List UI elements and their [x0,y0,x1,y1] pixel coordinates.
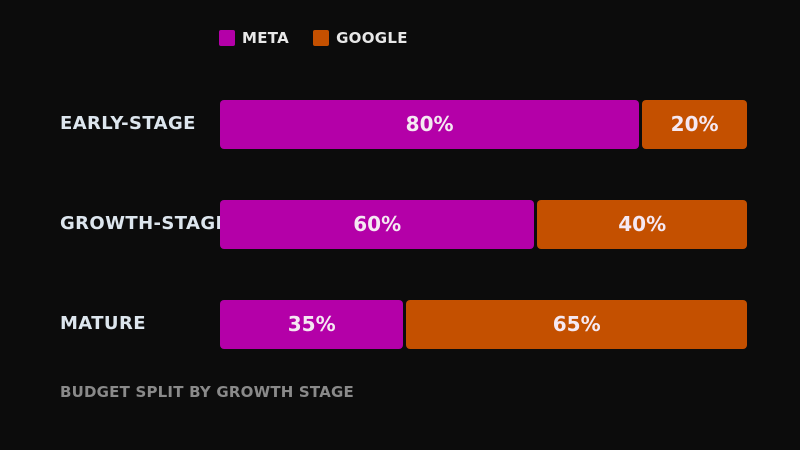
legend-item-meta: META [219,29,289,47]
chart-caption: BUDGET SPLIT BY GROWTH STAGE [60,383,354,401]
bar-google [537,200,747,249]
bar-google [406,300,747,349]
data-label: 20% [670,112,719,136]
data-label: 35% [287,312,336,336]
data-label: 60% [353,212,402,236]
category-label: EARLY-STAGE [60,113,196,134]
data-label: 40% [618,212,667,236]
legend-label-google: GOOGLE [336,29,408,47]
bar-google [642,100,747,149]
bar-meta [220,300,404,349]
legend: META GOOGLE [219,29,408,47]
legend-label-meta: META [242,29,290,47]
category-label: GROWTH-STAGE [60,213,229,234]
legend-swatch-google [313,30,330,46]
data-label: 65% [552,312,601,336]
bar-meta [220,200,535,249]
category-label: MATURE [60,313,146,334]
legend-swatch-meta [219,30,235,46]
bar-meta [220,100,640,149]
legend-item-google: GOOGLE [313,29,408,47]
data-label: 80% [405,112,454,136]
